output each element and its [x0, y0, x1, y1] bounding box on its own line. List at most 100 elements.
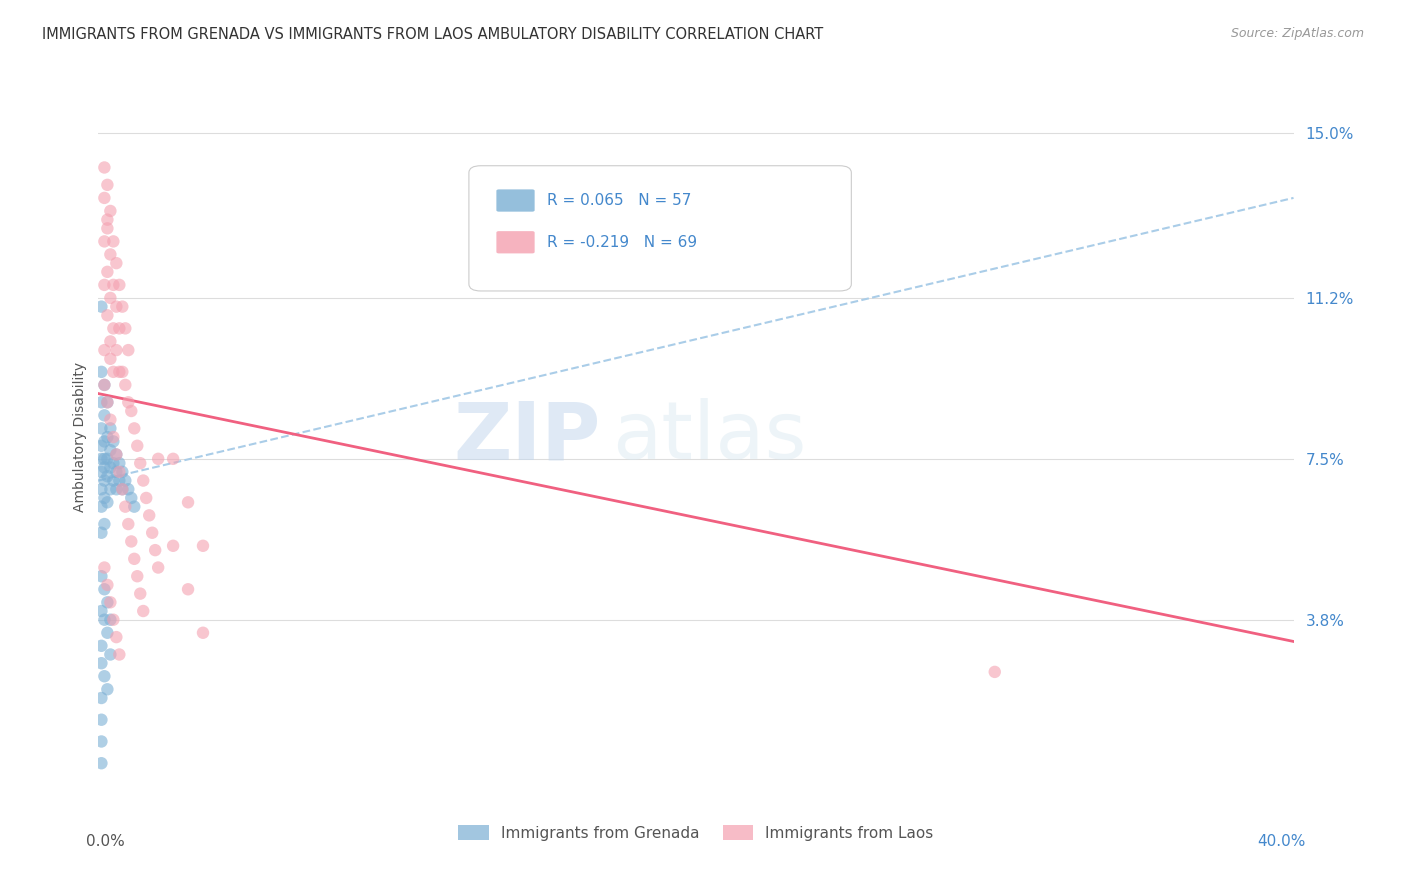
Point	[93, 474, 115, 488]
FancyBboxPatch shape	[470, 166, 852, 291]
Point	[148, 451, 170, 466]
Point	[132, 604, 155, 618]
Point	[129, 587, 152, 601]
Point	[98, 421, 122, 435]
Point	[93, 516, 115, 531]
Point	[93, 460, 115, 475]
Point	[96, 221, 118, 235]
Point	[93, 377, 115, 392]
Point	[105, 447, 128, 462]
Point	[105, 630, 128, 644]
Legend: Immigrants from Grenada, Immigrants from Laos: Immigrants from Grenada, Immigrants from…	[453, 819, 939, 847]
Point	[93, 161, 115, 175]
Point	[120, 534, 142, 549]
Point	[105, 256, 128, 270]
Point	[105, 482, 128, 496]
Point	[96, 451, 118, 466]
Point	[90, 451, 112, 466]
Point	[111, 465, 134, 479]
Point	[93, 582, 115, 597]
Point	[90, 300, 112, 314]
Point	[93, 277, 115, 292]
Point	[103, 434, 125, 449]
Point	[114, 377, 136, 392]
Point	[96, 495, 118, 509]
Text: 0.0%: 0.0%	[87, 834, 125, 848]
Point	[124, 421, 146, 435]
Point	[96, 395, 118, 409]
Point	[96, 178, 118, 192]
Point	[98, 291, 122, 305]
Point	[90, 525, 112, 540]
Point	[93, 409, 115, 423]
Point	[90, 421, 112, 435]
Point	[141, 525, 163, 540]
Point	[90, 657, 112, 671]
Point	[103, 277, 125, 292]
Point	[117, 395, 139, 409]
Point	[90, 365, 112, 379]
Point	[117, 516, 139, 531]
Point	[98, 595, 122, 609]
Point	[108, 365, 131, 379]
Point	[103, 365, 125, 379]
Point	[90, 482, 112, 496]
Point	[148, 560, 170, 574]
Point	[93, 560, 115, 574]
Point	[114, 321, 136, 335]
Point	[90, 395, 112, 409]
Text: Source: ZipAtlas.com: Source: ZipAtlas.com	[1230, 27, 1364, 40]
Point	[96, 265, 118, 279]
Point	[103, 430, 125, 444]
Point	[98, 247, 122, 261]
Point	[90, 500, 112, 514]
Point	[111, 482, 134, 496]
Point	[114, 500, 136, 514]
Point	[93, 377, 115, 392]
Point	[138, 508, 160, 523]
Text: 40.0%: 40.0%	[1257, 834, 1306, 848]
Point	[124, 551, 146, 566]
Point	[90, 465, 112, 479]
Point	[191, 539, 214, 553]
Point	[103, 321, 125, 335]
Point	[96, 595, 118, 609]
Point	[162, 451, 184, 466]
Point	[135, 491, 157, 505]
Point	[93, 434, 115, 449]
Point	[98, 412, 122, 426]
Point	[103, 456, 125, 470]
Point	[191, 625, 214, 640]
Text: ZIP: ZIP	[453, 398, 600, 476]
Point	[105, 465, 128, 479]
Point	[93, 451, 115, 466]
Point	[96, 395, 118, 409]
Point	[114, 474, 136, 488]
Point	[96, 430, 118, 444]
Point	[90, 439, 112, 453]
Point	[98, 648, 122, 662]
Point	[90, 569, 112, 583]
Point	[129, 456, 152, 470]
Point	[117, 482, 139, 496]
Point	[984, 665, 1007, 679]
Point	[93, 191, 115, 205]
Point	[90, 604, 112, 618]
Point	[93, 491, 115, 505]
Point	[93, 669, 115, 683]
Y-axis label: Ambulatory Disability: Ambulatory Disability	[73, 362, 87, 512]
Point	[98, 351, 122, 366]
Point	[124, 500, 146, 514]
Point	[98, 203, 122, 218]
Text: R = 0.065   N = 57: R = 0.065 N = 57	[547, 193, 690, 208]
Point	[108, 465, 131, 479]
Point	[108, 321, 131, 335]
Point	[111, 482, 134, 496]
Point	[93, 235, 115, 249]
Point	[105, 447, 128, 462]
Point	[90, 713, 112, 727]
Point	[98, 482, 122, 496]
Point	[177, 495, 200, 509]
Text: atlas: atlas	[613, 398, 807, 476]
Point	[120, 404, 142, 418]
